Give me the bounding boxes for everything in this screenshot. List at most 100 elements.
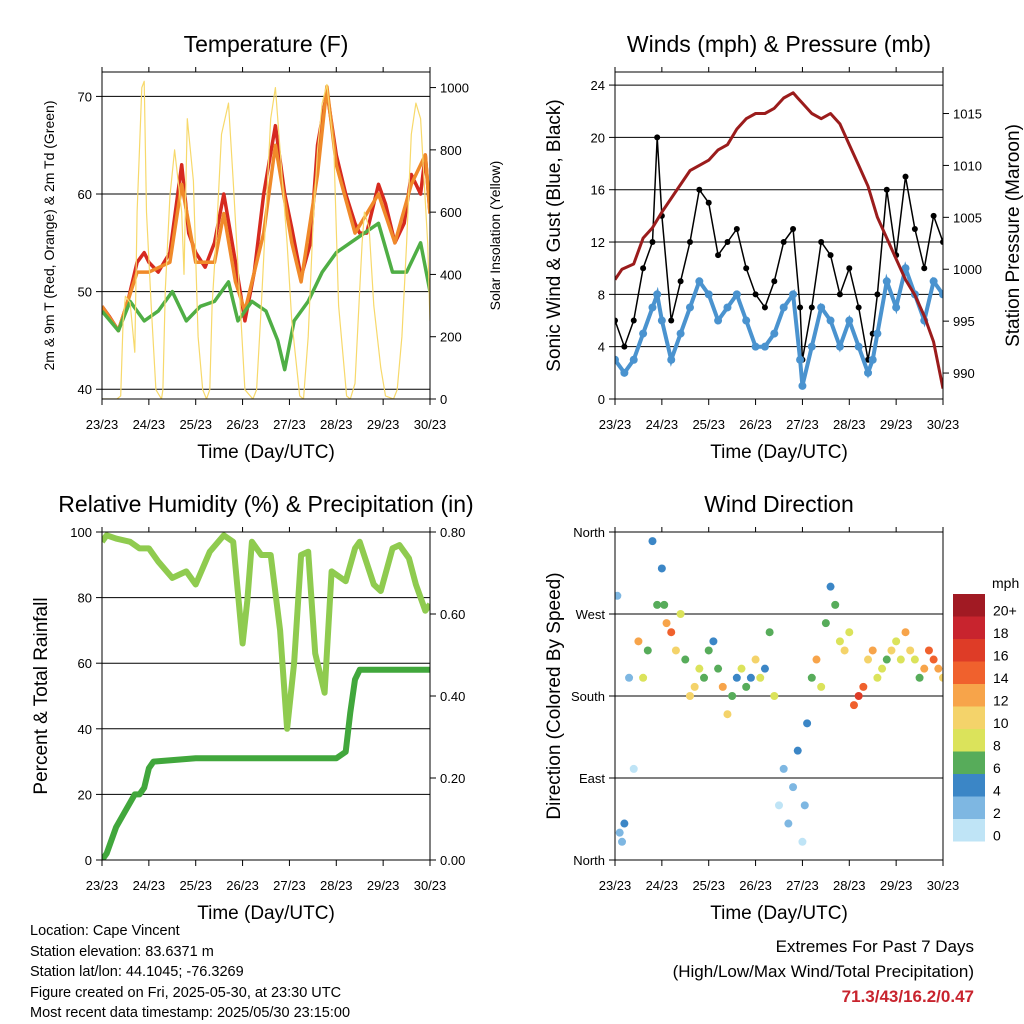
direction-point <box>732 673 741 682</box>
legend-swatch <box>953 796 985 819</box>
y-axis-label: Sonic Wind & Gust (Blue, Black) <box>544 99 565 371</box>
direction-point <box>798 837 807 846</box>
direction-point <box>728 692 737 700</box>
direction-point <box>770 692 779 700</box>
y-tick-label: 12 <box>591 235 605 250</box>
direction-point <box>864 655 873 664</box>
direction-point <box>873 673 882 682</box>
direction-point <box>821 619 830 628</box>
direction-point <box>723 710 732 719</box>
x-tick-label: 28/23 <box>320 417 353 432</box>
y-tick-label: 20 <box>591 130 605 145</box>
y-tick-label: 50 <box>78 285 92 300</box>
direction-point <box>817 682 826 691</box>
wind-series-line <box>615 261 943 387</box>
legend-label: 18 <box>993 625 1009 641</box>
direction-point <box>618 837 627 846</box>
direction-point <box>929 655 938 664</box>
elevation-text: Station elevation: 83.6371 m <box>30 943 214 960</box>
location-text: Location: Cape Vincent <box>30 923 180 939</box>
x-tick-label: 26/23 <box>739 878 772 893</box>
y2-tick-label: 800 <box>440 143 462 158</box>
x-tick-label: 26/23 <box>739 417 772 432</box>
direction-point <box>784 819 793 828</box>
legend-label: 10 <box>993 715 1009 731</box>
x-tick-label: 23/23 <box>86 878 119 893</box>
legend-title: mph <box>992 575 1019 591</box>
direction-point <box>878 664 887 673</box>
latlon-text: Station lat/lon: 44.1045; -76.3269 <box>30 964 244 980</box>
direction-point <box>812 655 821 664</box>
direction-point <box>685 692 694 700</box>
y-axis-label: Direction (Colored By Speed) <box>544 572 565 819</box>
direction-point <box>742 682 751 691</box>
y2-axis-label: Station Pressure (Maroon) <box>1003 124 1024 347</box>
y2-tick-label: 0.00 <box>440 853 465 868</box>
y-tick-label: 0 <box>85 853 92 868</box>
extremes-box: Extremes For Past 7 Days (High/Low/Max W… <box>673 934 974 1009</box>
legend-label: 16 <box>993 647 1009 663</box>
y-tick-label: 40 <box>78 722 92 737</box>
legend-label: 0 <box>993 827 1001 843</box>
legend-label: 2 <box>993 805 1001 821</box>
direction-point <box>671 646 680 655</box>
direction-point <box>882 655 891 664</box>
direction-point <box>887 646 896 655</box>
legend-label: 8 <box>993 737 1001 753</box>
x-axis-label: Time (Day/UTC) <box>710 442 848 463</box>
y2-tick-label: 1000 <box>440 81 469 96</box>
direction-point <box>840 646 849 655</box>
direction-point <box>868 646 877 655</box>
series-line <box>102 80 430 399</box>
legend-swatch <box>953 661 985 684</box>
y2-tick-label: 600 <box>440 205 462 220</box>
direction-point <box>620 819 629 828</box>
legend-label: 14 <box>993 670 1009 686</box>
series-line <box>102 532 430 732</box>
legend-label: 6 <box>993 760 1001 776</box>
legend-swatch <box>953 594 985 617</box>
created-text: Figure created on Fri, 2025-05-30, at 23… <box>30 984 342 1001</box>
y-tick-label: North <box>573 853 605 868</box>
direction-point <box>714 664 723 673</box>
x-tick-label: 24/23 <box>646 878 679 893</box>
y2-tick-label: 0.60 <box>440 607 465 622</box>
legend-swatch <box>953 819 985 842</box>
y2-tick-label: 995 <box>953 314 975 329</box>
x-tick-label: 29/23 <box>880 878 913 893</box>
winds-pressure-panel: Winds (mph) & Pressure (mb) Time (Day/UTC… <box>544 31 1024 463</box>
legend-swatch <box>953 639 985 662</box>
x-tick-label: 28/23 <box>833 878 866 893</box>
direction-point <box>746 673 755 682</box>
data-layer <box>615 91 943 390</box>
direction-point <box>901 628 910 637</box>
direction-point <box>690 682 699 691</box>
series-line <box>102 221 430 372</box>
latest-timestamp-text: Most recent data timestamp: 2025/05/30 2… <box>30 1005 351 1021</box>
x-tick-label: 26/23 <box>226 417 259 432</box>
x-tick-label: 29/23 <box>367 417 400 432</box>
data-layer <box>102 80 430 399</box>
y-axis-label: 2m & 9m T (Red, Orange) & 2m Td (Green) <box>41 101 57 371</box>
wind-direction-panel: Wind Direction Time (Day/UTC) Direction (C… <box>544 491 959 924</box>
direction-point <box>835 637 844 646</box>
y-tick-label: South <box>571 689 605 704</box>
series-line <box>102 666 430 860</box>
y-tick-label: 4 <box>598 340 605 355</box>
y2-tick-label: 1005 <box>953 210 982 225</box>
direction-point <box>676 610 685 618</box>
direction-point <box>660 600 669 609</box>
y2-tick-label: 0.40 <box>440 689 465 704</box>
direction-point <box>648 537 657 546</box>
panel-title: Wind Direction <box>704 491 854 517</box>
direction-point <box>892 637 901 646</box>
x-tick-label: 23/23 <box>599 417 632 432</box>
direction-point <box>615 591 622 600</box>
legend-swatch <box>953 751 985 774</box>
direction-point <box>756 673 765 682</box>
direction-point <box>653 600 662 609</box>
y-tick-label: East <box>579 771 605 786</box>
direction-point <box>629 764 638 773</box>
y-tick-label: 16 <box>591 183 605 198</box>
